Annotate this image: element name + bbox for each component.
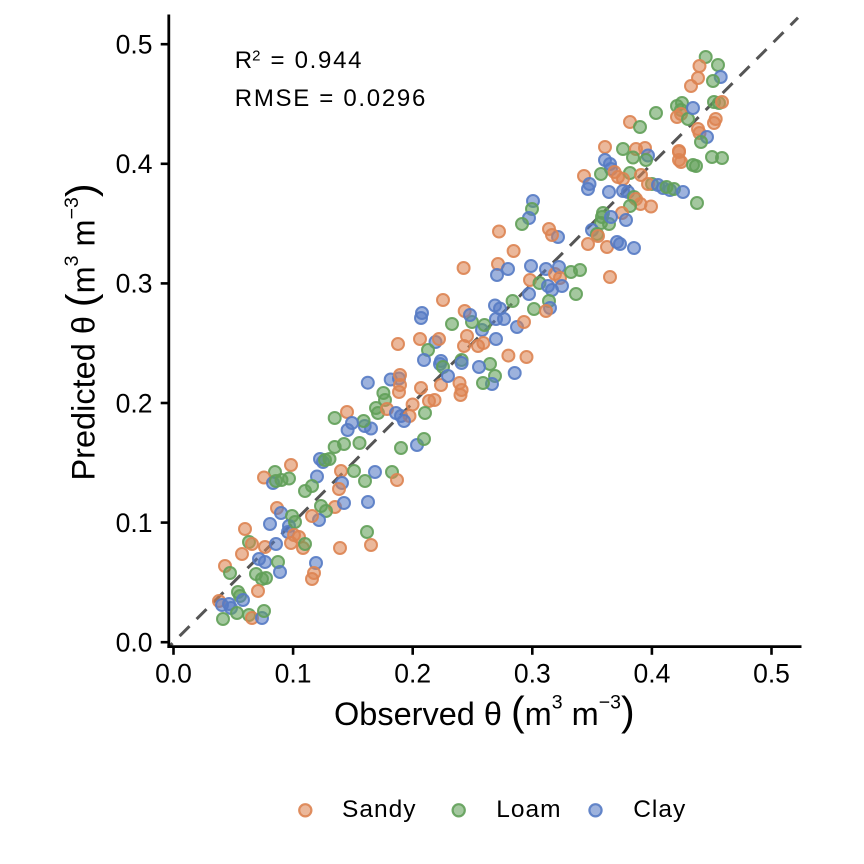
svg-text:Predicted θ (m3 m−3): Predicted θ (m3 m−3) — [58, 183, 104, 480]
svg-text:0.3: 0.3 — [514, 659, 551, 689]
svg-text:0.4: 0.4 — [633, 659, 670, 689]
svg-text:0.0: 0.0 — [116, 628, 153, 658]
svg-text:0.1: 0.1 — [116, 508, 153, 538]
svg-text:0.2: 0.2 — [116, 388, 153, 418]
svg-text:0.4: 0.4 — [116, 149, 153, 179]
svg-text:0.0: 0.0 — [155, 659, 192, 689]
svg-text:0.5: 0.5 — [116, 30, 153, 60]
svg-text:RMSE = 0.0296: RMSE = 0.0296 — [235, 85, 427, 112]
svg-text:0.5: 0.5 — [753, 659, 790, 689]
svg-text:Clay: Clay — [633, 796, 686, 823]
svg-text:0.3: 0.3 — [116, 269, 153, 299]
svg-text:0.2: 0.2 — [394, 659, 431, 689]
svg-text:Observed θ (m3 m−3): Observed θ (m3 m−3) — [334, 688, 635, 734]
svg-text:Sandy: Sandy — [342, 796, 416, 823]
svg-text:Loam: Loam — [496, 796, 561, 823]
svg-text:0.1: 0.1 — [275, 659, 312, 689]
